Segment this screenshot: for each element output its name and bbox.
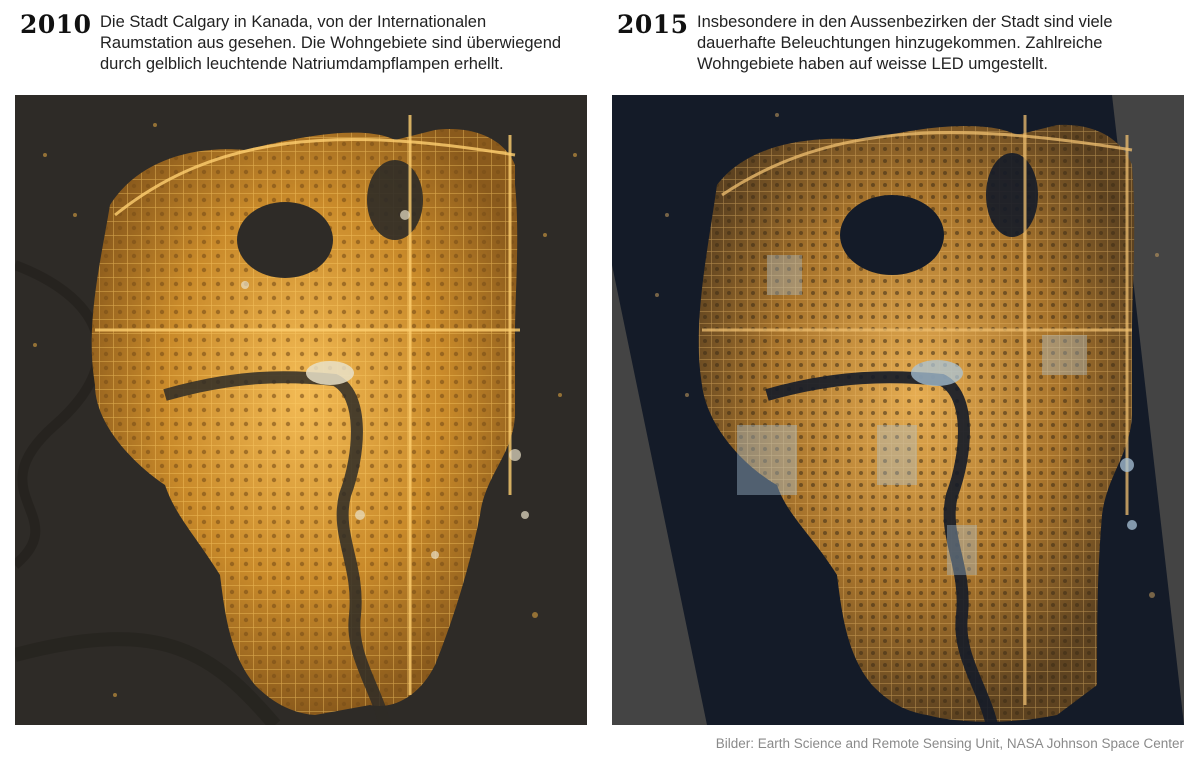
night-photo-2015: [612, 95, 1184, 725]
panel-2010: 2010 Die Stadt Calgary in Kanada, von de…: [15, 0, 590, 730]
bow-river: [163, 371, 391, 725]
caption-2015: Insbesondere in den Aussenbezirken der S…: [697, 13, 1113, 73]
year-label-2015: 2015: [617, 10, 689, 39]
led-districts: [737, 255, 1137, 575]
reservoir: [840, 195, 944, 275]
downtown: [306, 361, 354, 385]
image-credit: Bilder: Earth Science and Remote Sensing…: [715, 736, 1184, 751]
year-label-2010: 2010: [20, 10, 92, 39]
panel-header-2010: 2010 Die Stadt Calgary in Kanada, von de…: [15, 10, 590, 82]
panel-2015: 2015 Insbesondere in den Aussenbezirken …: [612, 0, 1187, 730]
city-lights-image-2015: [612, 95, 1184, 725]
panel-header-2015: 2015 Insbesondere in den Aussenbezirken …: [612, 10, 1187, 82]
reservoir: [237, 202, 333, 278]
night-photo-2010: [15, 95, 587, 725]
caption-2010: Die Stadt Calgary in Kanada, von der Int…: [100, 13, 562, 73]
city-lights-image-2010: [15, 95, 587, 725]
bow-river: [765, 371, 998, 725]
